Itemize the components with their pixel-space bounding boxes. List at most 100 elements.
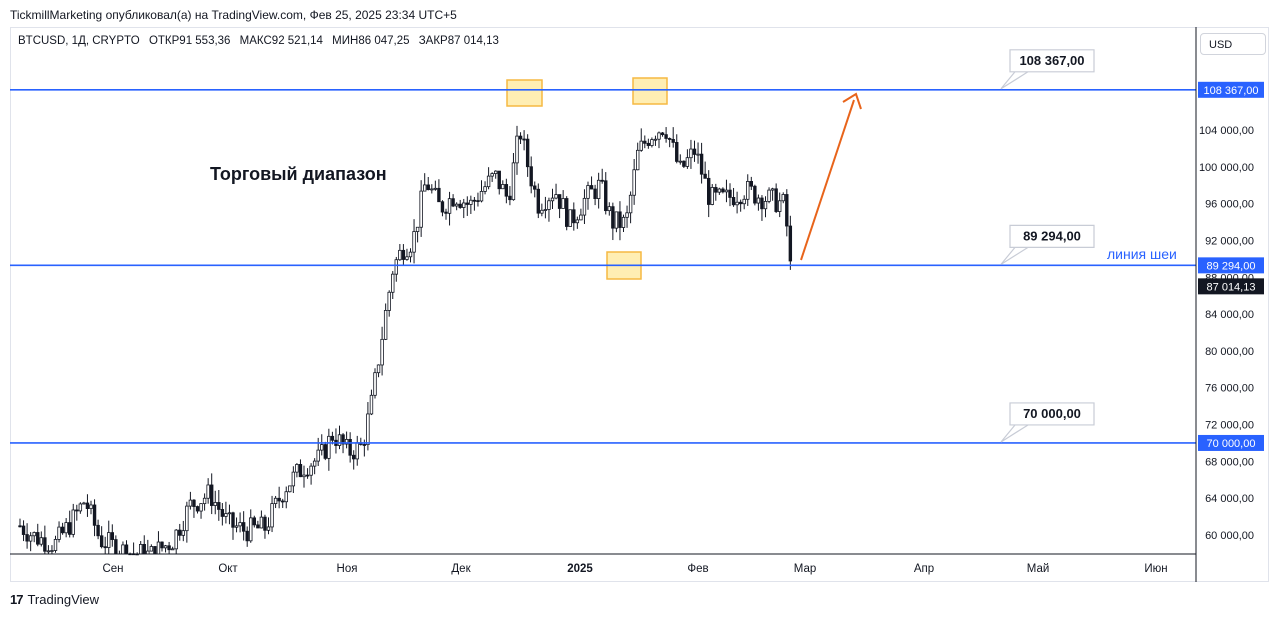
candle-body	[344, 438, 349, 445]
candle-body	[348, 438, 352, 456]
level-axis-tag-label: 70 000,00	[1207, 438, 1256, 450]
candle-body	[57, 526, 61, 540]
candle-body	[238, 522, 242, 527]
candle-body	[462, 202, 466, 208]
candle-body	[639, 140, 643, 151]
x-tick-label: Мар	[794, 563, 817, 575]
candle-body	[312, 460, 317, 467]
y-tick-label: 72 000,00	[1205, 420, 1254, 432]
candle-body	[511, 162, 516, 201]
level-callout	[1000, 224, 1095, 265]
candle-body	[579, 214, 583, 221]
candle-body	[288, 485, 292, 493]
level-axis-tag	[1198, 434, 1264, 451]
candle-body	[529, 166, 533, 187]
candle-body	[653, 138, 658, 141]
level-callout-label: 70 000,00	[1023, 406, 1081, 421]
candle-body	[703, 173, 707, 179]
candle-body	[234, 525, 239, 528]
candle-body	[124, 544, 129, 555]
x-tick-label: 2025	[567, 563, 593, 575]
candle-body	[501, 184, 505, 190]
highlight-box-top-2	[632, 77, 668, 105]
level-axis-tag-label: 89 294,00	[1207, 260, 1256, 272]
neckline-annotation: линия шеи	[1107, 246, 1177, 262]
level-callout	[1000, 49, 1095, 90]
candle-body	[394, 259, 398, 275]
symbol-name[interactable]: BTCUSD, 1Д, CRYPTO	[18, 35, 140, 47]
candle-body	[192, 499, 196, 507]
candle-body	[373, 372, 377, 396]
low-label: МИН	[332, 35, 359, 47]
y-tick-label: 100 000,00	[1199, 162, 1254, 174]
candle-body	[213, 502, 217, 506]
candle-body	[156, 541, 161, 555]
candle-body	[366, 413, 370, 446]
low-value: 86 047,25	[358, 35, 410, 47]
last-price-label: 87 014,13	[1207, 281, 1256, 293]
candle-body	[355, 442, 359, 460]
candle-body	[245, 530, 249, 542]
highlight-box-top-1	[506, 79, 543, 107]
projection-arrow	[800, 99, 855, 261]
candle-body	[217, 502, 221, 510]
candle-body	[483, 186, 487, 192]
candle-body	[99, 535, 104, 548]
candle-body	[565, 198, 569, 227]
candle-body	[522, 138, 526, 141]
candle-body	[25, 534, 29, 542]
candle-body	[309, 465, 313, 476]
candle-body	[270, 503, 274, 528]
candle-body	[320, 444, 324, 451]
level-axis-tag-label: 108 367,00	[1203, 85, 1258, 97]
candle-body	[557, 194, 562, 209]
candle-body	[781, 194, 785, 202]
candle-body	[110, 532, 114, 540]
candle-body	[770, 188, 775, 191]
candle-body	[437, 187, 441, 203]
x-tick-label: Окт	[218, 563, 238, 575]
level-axis-tag	[1198, 257, 1264, 274]
candle-body	[692, 148, 697, 155]
x-tick-label: Ноя	[337, 563, 358, 575]
candle-body	[114, 539, 118, 555]
candle-body	[337, 434, 342, 446]
candle-body	[778, 200, 782, 212]
symbol-info: BTCUSD, 1Д, CRYPTO ОТКР91 553,36 МАКС92 …	[18, 35, 499, 47]
candle-body	[689, 148, 693, 159]
candle-body	[621, 216, 626, 228]
candle-body	[685, 157, 690, 167]
candle-body	[667, 138, 672, 140]
candle-body	[717, 188, 722, 193]
candle-body	[788, 225, 793, 262]
candles	[18, 125, 793, 556]
candle-body	[284, 491, 288, 503]
candle-body	[341, 434, 345, 445]
y-tick-label: 92 000,00	[1205, 235, 1254, 247]
candle-body	[540, 209, 544, 214]
y-tick-label: 104 000,00	[1199, 125, 1254, 137]
currency-button[interactable]: USD	[1200, 33, 1266, 55]
candle-body	[224, 513, 228, 517]
candle-body	[561, 198, 565, 209]
y-tick-label: 68 000,00	[1205, 456, 1254, 468]
candle-body	[735, 201, 739, 206]
candle-body	[412, 231, 416, 253]
level-callout	[1000, 402, 1095, 443]
candle-body	[593, 188, 597, 199]
level-callout-label: 108 367,00	[1019, 53, 1084, 68]
candle-body	[671, 139, 675, 143]
candle-body	[231, 512, 235, 528]
candle-body	[472, 199, 477, 202]
candle-body	[277, 497, 281, 502]
close-value: 87 014,13	[447, 35, 499, 47]
candle-body	[607, 206, 611, 212]
candle-body	[259, 516, 264, 529]
candle-body	[220, 509, 225, 517]
candle-body	[178, 529, 182, 536]
candle-body	[298, 464, 303, 478]
candle-body	[280, 500, 285, 503]
close-label: ЗАКР	[418, 35, 448, 47]
candle-body	[710, 187, 714, 205]
